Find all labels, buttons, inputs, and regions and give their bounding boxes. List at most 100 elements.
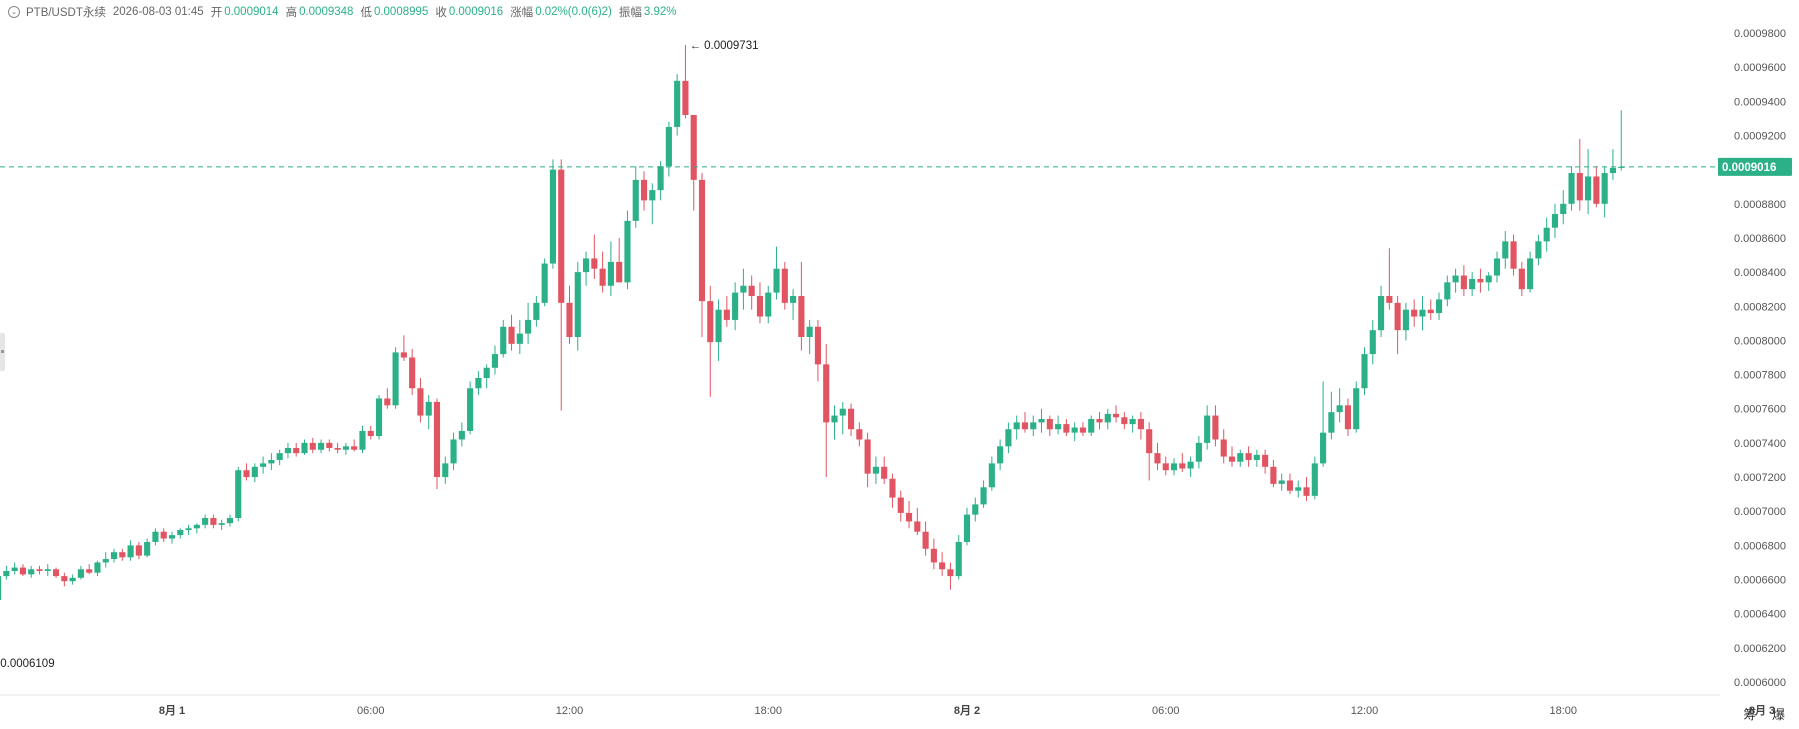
candle-body — [433, 401, 441, 478]
candle — [1435, 292, 1443, 320]
candle-body — [293, 448, 300, 454]
candle-body — [44, 569, 51, 571]
candle-body — [251, 466, 258, 478]
candle-body — [1369, 330, 1376, 355]
candle-body — [193, 524, 200, 529]
candle-body — [1427, 309, 1434, 314]
candle-body — [1303, 487, 1310, 496]
candle-body — [972, 504, 979, 515]
candle — [1088, 415, 1095, 437]
candle — [334, 442, 341, 454]
candle-body — [723, 309, 730, 320]
candle — [972, 497, 979, 522]
x-tick-label: 18:00 — [754, 705, 782, 717]
x-tick-label: 12:00 — [1351, 705, 1379, 717]
candle — [682, 44, 689, 119]
candle-body — [1444, 282, 1451, 300]
candle — [1551, 203, 1559, 238]
candle-body — [500, 326, 507, 355]
candle — [1262, 449, 1269, 474]
candle — [1469, 272, 1476, 297]
change-label: 涨幅 — [510, 7, 534, 19]
candle-body — [856, 429, 863, 440]
candle — [251, 463, 258, 483]
candle-body — [1253, 454, 1260, 460]
candle-body — [94, 562, 101, 573]
candle-body — [202, 518, 209, 525]
y-tick-label: 0.0006200 — [1734, 643, 1786, 655]
candle-body — [1088, 418, 1095, 433]
candle-body — [1551, 214, 1559, 228]
candle — [1460, 265, 1467, 297]
candle-body — [1038, 418, 1045, 423]
candle-body — [1576, 173, 1583, 201]
candle — [963, 507, 971, 546]
candle-body — [11, 567, 18, 571]
candle — [1137, 412, 1144, 440]
candle-body — [640, 179, 648, 201]
candle-body — [77, 569, 84, 578]
candle — [102, 552, 109, 568]
candle — [1369, 319, 1376, 365]
candle — [988, 456, 995, 491]
candle — [1220, 429, 1227, 464]
candle — [210, 514, 217, 529]
candle-body — [525, 319, 532, 334]
candle — [1353, 381, 1360, 433]
x-tick-label: 8月 3 — [1749, 704, 1775, 717]
close-value: 0.0009016 — [448, 6, 504, 18]
candle-body — [218, 523, 225, 525]
candle-body — [516, 333, 523, 344]
candle-body — [922, 531, 929, 549]
candle-body — [458, 430, 465, 440]
candle — [1112, 405, 1120, 423]
candle-body — [806, 326, 813, 338]
candle-body — [1601, 173, 1608, 204]
panel-drag-handle[interactable] — [0, 333, 5, 371]
candle — [44, 564, 51, 577]
candle — [1204, 405, 1211, 450]
candle-body — [1485, 275, 1492, 283]
candle-body — [1228, 456, 1236, 462]
candle — [1336, 388, 1343, 423]
candle — [359, 425, 366, 454]
candle — [889, 473, 896, 508]
candle-body — [839, 408, 846, 416]
candle-body — [1353, 388, 1360, 430]
candle-body — [566, 302, 573, 338]
candle — [243, 463, 250, 481]
candle — [1377, 285, 1385, 338]
candle-body — [1245, 453, 1252, 460]
candle-body — [881, 466, 888, 479]
candle — [326, 439, 333, 452]
candle — [897, 490, 904, 522]
candle — [1055, 415, 1062, 435]
candle-body — [417, 388, 424, 416]
candle — [1601, 166, 1608, 218]
candle-body — [914, 521, 921, 532]
candle — [1444, 275, 1451, 307]
candle — [94, 560, 101, 577]
chevron-down-icon[interactable]: ⌄ — [8, 6, 20, 18]
y-tick-label: 0.0006800 — [1734, 540, 1786, 552]
y-tick-label: 0.0006000 — [1734, 677, 1786, 689]
candle-body — [1187, 461, 1194, 469]
candle — [1311, 456, 1318, 500]
x-axis[interactable]: 8月 1 06:00 12:00 18:00 8月 2 06:00 12:00 18:00 8月… — [159, 704, 1799, 717]
candle-body — [740, 285, 747, 293]
candle — [1104, 408, 1111, 430]
candle — [997, 439, 1004, 471]
candle-body — [624, 220, 631, 283]
candle — [450, 432, 457, 471]
symbol-label[interactable]: PTB/USDT永续 — [26, 7, 106, 19]
candle — [268, 453, 275, 471]
corner-tools[interactable]: 筹 爆 — [1743, 707, 1791, 722]
candle-body — [649, 190, 656, 201]
candle-body — [781, 268, 788, 303]
y-axis[interactable]: 0.0009800 0.0009600 0.0009400 0.0009200 0.00… — [1734, 28, 1786, 689]
candle-body — [988, 463, 995, 488]
candle-body — [1286, 480, 1294, 491]
candle — [1154, 442, 1161, 471]
candle-body — [425, 401, 432, 416]
